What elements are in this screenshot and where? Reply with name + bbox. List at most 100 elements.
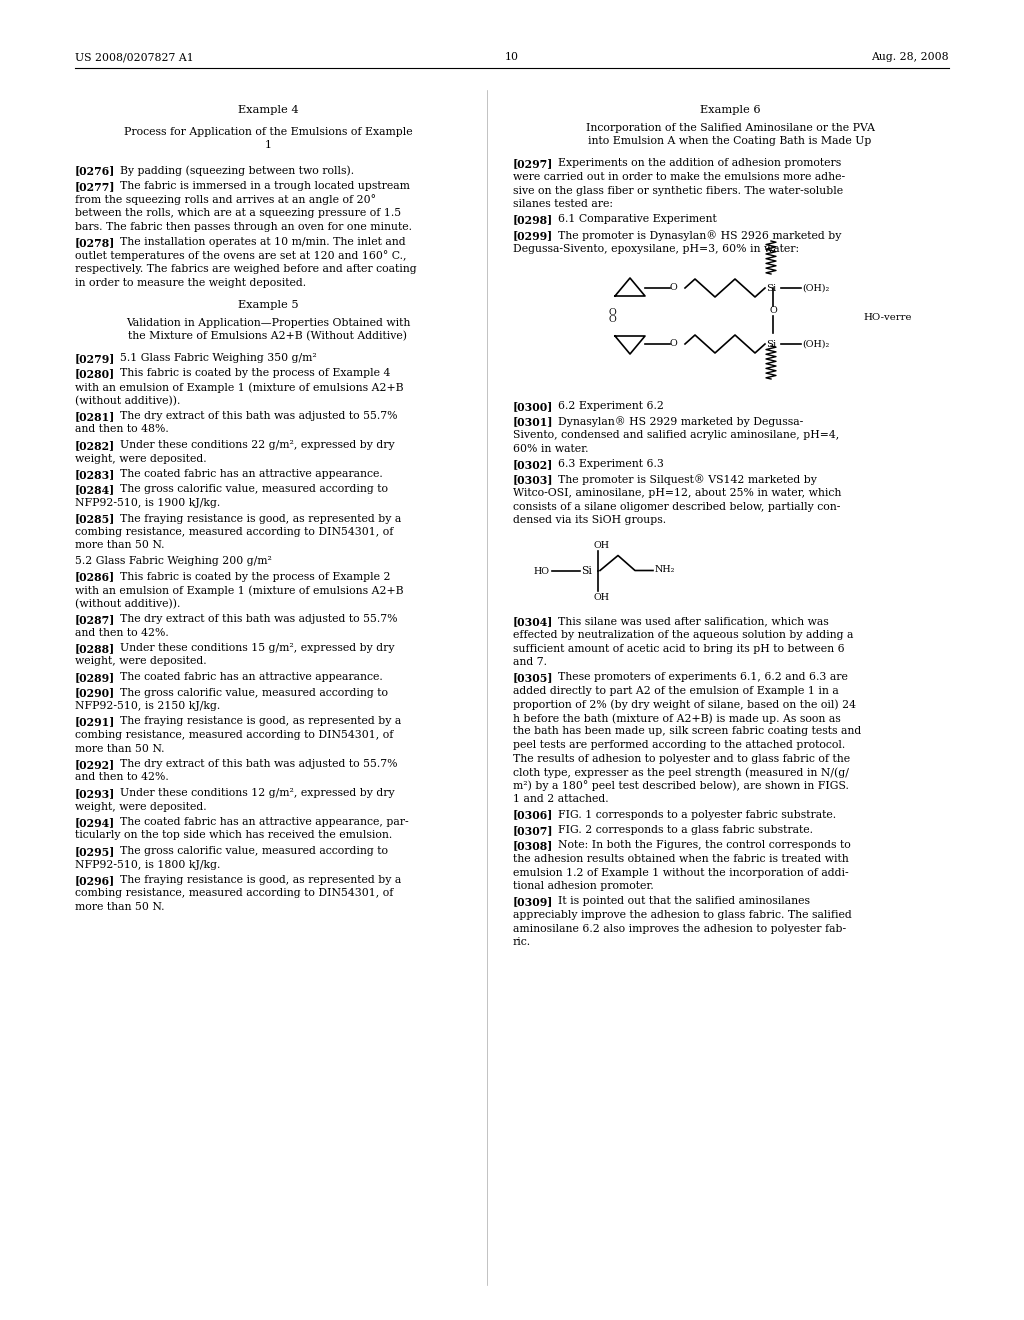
Text: tional adhesion promoter.: tional adhesion promoter. (513, 880, 653, 891)
Text: [0303]: [0303] (513, 474, 554, 486)
Text: FIG. 2 corresponds to a glass fabric substrate.: FIG. 2 corresponds to a glass fabric sub… (558, 825, 813, 836)
Text: Degussa-Sivento, epoxysilane, pH=3, 60% in water:: Degussa-Sivento, epoxysilane, pH=3, 60% … (513, 243, 799, 253)
Text: [0296]: [0296] (75, 875, 116, 886)
Text: sive on the glass fiber or synthetic fibers. The water-soluble: sive on the glass fiber or synthetic fib… (513, 186, 843, 195)
Text: [0281]: [0281] (75, 411, 116, 422)
Text: [0282]: [0282] (75, 440, 116, 451)
Text: [0279]: [0279] (75, 352, 116, 364)
Text: [0278]: [0278] (75, 238, 116, 248)
Text: and then to 42%.: and then to 42%. (75, 772, 169, 783)
Text: m²) by a 180° peel test described below), are shown in FIGS.: m²) by a 180° peel test described below)… (513, 780, 849, 792)
Text: (without additive)).: (without additive)). (75, 598, 180, 609)
Text: [0290]: [0290] (75, 688, 116, 698)
Text: [0283]: [0283] (75, 469, 116, 480)
Text: This fabric is coated by the process of Example 4: This fabric is coated by the process of … (120, 368, 390, 379)
Text: [0309]: [0309] (513, 896, 553, 908)
Text: [0306]: [0306] (513, 809, 553, 821)
Text: aminosilane 6.2 also improves the adhesion to polyester fab-: aminosilane 6.2 also improves the adhesi… (513, 924, 846, 933)
Text: Under these conditions 22 g/m², expressed by dry: Under these conditions 22 g/m², expresse… (120, 440, 394, 450)
Text: into Emulsion A when the Coating Bath is Made Up: into Emulsion A when the Coating Bath is… (589, 136, 871, 147)
Text: Si: Si (581, 565, 592, 576)
Text: Under these conditions 15 g/m², expressed by dry: Under these conditions 15 g/m², expresse… (120, 643, 394, 653)
Text: HO-verre: HO-verre (863, 313, 911, 322)
Text: bars. The fabric then passes through an oven for one minute.: bars. The fabric then passes through an … (75, 222, 412, 231)
Text: [0291]: [0291] (75, 717, 116, 727)
Text: Experiments on the addition of adhesion promoters: Experiments on the addition of adhesion … (558, 158, 842, 169)
Text: The gross calorific value, measured according to: The gross calorific value, measured acco… (120, 846, 388, 855)
Text: combing resistance, measured according to DIN54301, of: combing resistance, measured according t… (75, 730, 393, 741)
Text: effected by neutralization of the aqueous solution by adding a: effected by neutralization of the aqueou… (513, 630, 853, 640)
Text: (OH)₂: (OH)₂ (802, 284, 829, 293)
Text: NH₂: NH₂ (655, 565, 676, 574)
Text: OH: OH (594, 540, 610, 549)
Text: The promoter is Dynasylan® HS 2926 marketed by: The promoter is Dynasylan® HS 2926 marke… (558, 230, 842, 240)
Text: [0286]: [0286] (75, 572, 116, 582)
Text: [0287]: [0287] (75, 614, 116, 624)
Text: O: O (608, 308, 615, 317)
Text: [0300]: [0300] (513, 401, 553, 412)
Text: sufficient amount of acetic acid to bring its pH to between 6: sufficient amount of acetic acid to brin… (513, 644, 845, 653)
Text: The installation operates at 10 m/min. The inlet and: The installation operates at 10 m/min. T… (120, 238, 406, 247)
Text: and then to 48%.: and then to 48%. (75, 425, 169, 434)
Text: The fraying resistance is good, as represented by a: The fraying resistance is good, as repre… (120, 875, 401, 884)
Text: 5.2 Glass Fabric Weighing 200 g/m²: 5.2 Glass Fabric Weighing 200 g/m² (75, 556, 272, 566)
Text: FIG. 1 corresponds to a polyester fabric substrate.: FIG. 1 corresponds to a polyester fabric… (558, 809, 837, 820)
Text: Si: Si (766, 284, 776, 293)
Text: US 2008/0207827 A1: US 2008/0207827 A1 (75, 51, 194, 62)
Text: The fraying resistance is good, as represented by a: The fraying resistance is good, as repre… (120, 717, 401, 726)
Text: Dynasylan® HS 2929 marketed by Degussa-: Dynasylan® HS 2929 marketed by Degussa- (558, 417, 803, 428)
Text: By padding (squeezing between two rolls).: By padding (squeezing between two rolls)… (120, 165, 354, 176)
Text: 1 and 2 attached.: 1 and 2 attached. (513, 795, 608, 804)
Text: more than 50 N.: more than 50 N. (75, 743, 165, 754)
Text: The dry extract of this bath was adjusted to 55.7%: The dry extract of this bath was adjuste… (120, 411, 397, 421)
Text: appreciably improve the adhesion to glass fabric. The salified: appreciably improve the adhesion to glas… (513, 909, 852, 920)
Text: [0298]: [0298] (513, 214, 553, 226)
Text: densed via its SiOH groups.: densed via its SiOH groups. (513, 515, 667, 525)
Text: Example 4: Example 4 (238, 106, 298, 115)
Text: weight, were deposited.: weight, were deposited. (75, 454, 207, 463)
Text: O: O (669, 339, 677, 348)
Text: silanes tested are:: silanes tested are: (513, 199, 613, 209)
Text: [0297]: [0297] (513, 158, 553, 169)
Text: [0295]: [0295] (75, 846, 116, 857)
Text: ric.: ric. (513, 937, 531, 946)
Text: peel tests are performed according to the attached protocol.: peel tests are performed according to th… (513, 741, 845, 750)
Text: Sivento, condensed and salified acrylic aminosilane, pH=4,: Sivento, condensed and salified acrylic … (513, 430, 840, 440)
Text: Si: Si (766, 341, 776, 348)
Text: The gross calorific value, measured according to: The gross calorific value, measured acco… (120, 484, 388, 495)
Text: from the squeezing rolls and arrives at an angle of 20°: from the squeezing rolls and arrives at … (75, 194, 376, 206)
Text: 10: 10 (505, 51, 519, 62)
Text: proportion of 2% (by dry weight of silane, based on the oil) 24: proportion of 2% (by dry weight of silan… (513, 700, 856, 710)
Text: [0284]: [0284] (75, 484, 116, 495)
Text: combing resistance, measured according to DIN54301, of: combing resistance, measured according t… (75, 527, 393, 537)
Text: [0302]: [0302] (513, 459, 553, 470)
Text: consists of a silane oligomer described below, partially con-: consists of a silane oligomer described … (513, 502, 841, 511)
Text: The fabric is immersed in a trough located upstream: The fabric is immersed in a trough locat… (120, 181, 410, 191)
Text: 1: 1 (264, 140, 271, 150)
Text: added directly to part A2 of the emulsion of Example 1 in a: added directly to part A2 of the emulsio… (513, 686, 839, 696)
Text: [0304]: [0304] (513, 616, 553, 627)
Text: and then to 42%.: and then to 42%. (75, 627, 169, 638)
Text: and 7.: and 7. (513, 657, 547, 667)
Text: [0280]: [0280] (75, 368, 116, 380)
Text: [0288]: [0288] (75, 643, 116, 653)
Text: [0307]: [0307] (513, 825, 554, 836)
Text: Validation in Application—Properties Obtained with: Validation in Application—Properties Obt… (126, 318, 411, 327)
Text: [0301]: [0301] (513, 417, 554, 428)
Text: the Mixture of Emulsions A2+B (Without Additive): the Mixture of Emulsions A2+B (Without A… (128, 331, 408, 342)
Text: more than 50 N.: more than 50 N. (75, 902, 165, 912)
Text: The coated fabric has an attractive appearance, par-: The coated fabric has an attractive appe… (120, 817, 409, 828)
Text: (without additive)).: (without additive)). (75, 396, 180, 405)
Text: Example 5: Example 5 (238, 300, 298, 309)
Text: were carried out in order to make the emulsions more adhe-: were carried out in order to make the em… (513, 172, 845, 182)
Text: The coated fabric has an attractive appearance.: The coated fabric has an attractive appe… (120, 469, 383, 479)
Text: outlet temperatures of the ovens are set at 120 and 160° C.,: outlet temperatures of the ovens are set… (75, 251, 407, 261)
Text: Example 6: Example 6 (699, 106, 760, 115)
Text: Process for Application of the Emulsions of Example: Process for Application of the Emulsions… (124, 127, 413, 137)
Text: in order to measure the weight deposited.: in order to measure the weight deposited… (75, 277, 306, 288)
Text: between the rolls, which are at a squeezing pressure of 1.5: between the rolls, which are at a squeez… (75, 209, 401, 218)
Text: This silane was used after salification, which was: This silane was used after salification,… (558, 616, 828, 627)
Text: more than 50 N.: more than 50 N. (75, 540, 165, 550)
Text: Under these conditions 12 g/m², expressed by dry: Under these conditions 12 g/m², expresse… (120, 788, 394, 799)
Text: O: O (769, 306, 777, 315)
